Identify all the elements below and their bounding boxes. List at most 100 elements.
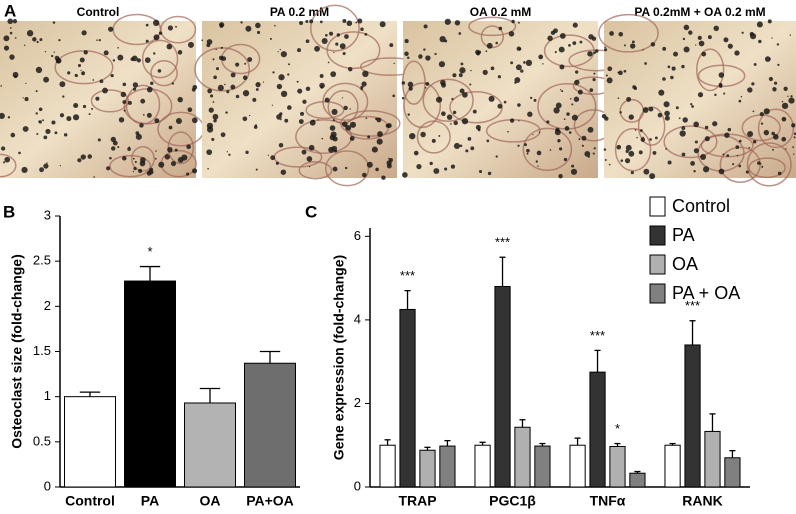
granule [425, 55, 431, 61]
granule [38, 107, 43, 112]
granule [570, 168, 578, 175]
granule [302, 99, 307, 104]
cell [468, 16, 517, 37]
granule [74, 73, 78, 78]
granule [319, 74, 324, 78]
granule [110, 136, 116, 143]
x-tick-label: PA [141, 493, 159, 509]
granule [256, 30, 261, 35]
granule [642, 136, 644, 138]
granule [361, 81, 367, 87]
granule [695, 44, 697, 46]
granule [626, 96, 632, 102]
granule [409, 132, 416, 140]
granule [533, 98, 537, 102]
granule [343, 105, 348, 111]
granule [559, 33, 566, 39]
cell [109, 154, 152, 178]
granule [753, 63, 757, 66]
granule [767, 19, 772, 24]
granule [642, 49, 644, 51]
granule [25, 82, 27, 85]
granule [136, 58, 141, 63]
granule [314, 45, 320, 52]
granule [650, 42, 656, 47]
granule [376, 138, 383, 145]
granule [538, 131, 541, 134]
granule [606, 77, 613, 84]
granule [701, 51, 707, 57]
bar [64, 396, 116, 488]
granule [694, 140, 698, 144]
granule [152, 19, 160, 27]
granule [123, 109, 126, 112]
granule [355, 21, 358, 24]
granule [35, 90, 38, 93]
granule [681, 64, 685, 69]
granule [683, 46, 690, 53]
granule [210, 94, 214, 98]
granule [280, 51, 287, 58]
x-tick-label: OA [200, 493, 221, 509]
granule [276, 83, 283, 90]
granule [773, 87, 775, 89]
granule [571, 114, 578, 121]
y-tick-label: 2 [44, 298, 51, 313]
granule [574, 79, 580, 86]
granule [168, 125, 173, 130]
granule [738, 164, 742, 168]
granule [118, 117, 125, 123]
granule [300, 111, 305, 116]
granule [682, 117, 688, 123]
granule [707, 35, 712, 40]
granule [191, 168, 198, 174]
bar [724, 457, 741, 488]
granule [212, 58, 215, 61]
granule [558, 173, 563, 179]
granule [691, 105, 694, 108]
granule [98, 39, 101, 42]
granule [581, 135, 587, 141]
granule [296, 80, 299, 83]
granule [170, 160, 177, 167]
y-tick-label: 4 [354, 311, 361, 326]
granule [154, 118, 160, 124]
granule [554, 129, 561, 136]
granule [592, 152, 595, 155]
granule [328, 146, 335, 153]
granule [740, 96, 743, 98]
granule [783, 86, 788, 91]
x-tick-label: RANK [682, 493, 722, 509]
granule [536, 150, 542, 156]
granule [486, 42, 493, 49]
granule [279, 48, 281, 51]
granule [738, 99, 742, 103]
granule [145, 23, 149, 27]
granule [683, 24, 690, 31]
granule [761, 165, 764, 168]
granule [255, 22, 261, 29]
granule [393, 62, 395, 65]
granule [423, 48, 426, 51]
granule [751, 82, 755, 86]
granule [12, 19, 18, 24]
cell [422, 78, 474, 123]
granule [517, 144, 520, 147]
granule [4, 156, 11, 163]
granule [632, 85, 637, 90]
granule [698, 40, 705, 47]
bar [184, 402, 236, 488]
granule [485, 50, 488, 53]
granule [321, 137, 324, 140]
granule [553, 28, 558, 34]
granule [460, 62, 464, 66]
granule [122, 100, 127, 104]
granule [82, 104, 87, 109]
granule [542, 63, 544, 65]
granule [362, 172, 367, 178]
granule [362, 70, 369, 78]
granule [723, 92, 726, 95]
y-axis-label: Gene expression (fold-change) [331, 255, 347, 460]
granule [592, 78, 596, 82]
granule [791, 123, 796, 128]
